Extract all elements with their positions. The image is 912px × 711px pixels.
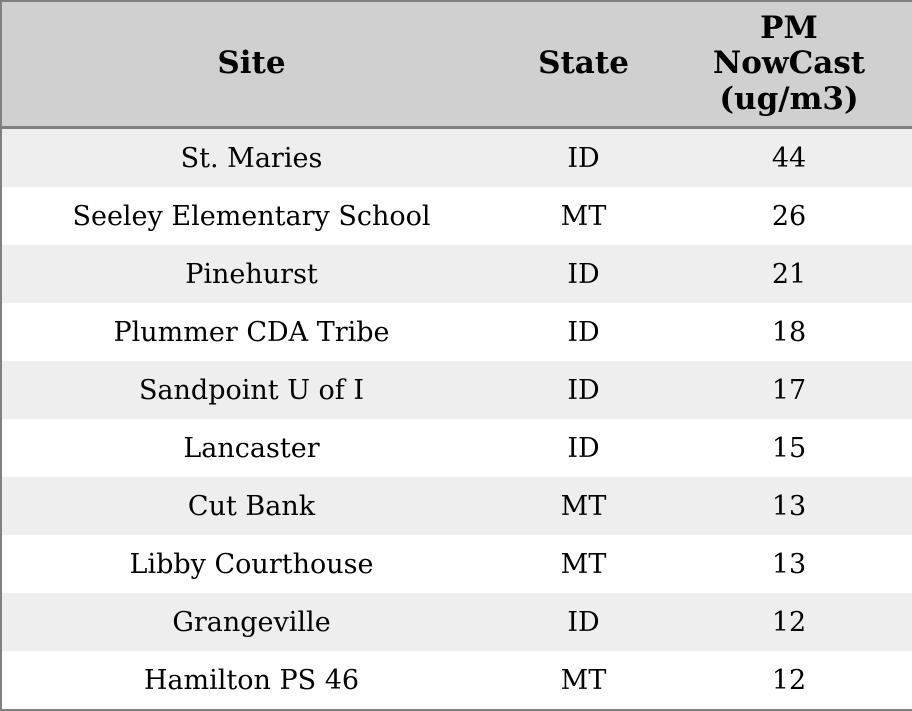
cell-site: Sandpoint U of I — [1, 361, 501, 419]
table-header: Site State PM NowCast (ug/m3) — [1, 1, 912, 129]
cell-site: Pinehurst — [1, 245, 501, 303]
cell-state: ID — [501, 419, 666, 477]
cell-pm: 15 — [666, 419, 912, 477]
cell-site: Seeley Elementary School — [1, 187, 501, 245]
table-header-row: Site State PM NowCast (ug/m3) — [1, 1, 912, 129]
table-row: St. Maries ID 44 — [1, 127, 912, 187]
table-row: Plummer CDA Tribe ID 18 — [1, 303, 912, 361]
cell-state: MT — [501, 651, 666, 710]
cell-pm: 44 — [666, 127, 912, 187]
cell-site: Cut Bank — [1, 477, 501, 535]
table-row: Grangeville ID 12 — [1, 593, 912, 651]
cell-state: ID — [501, 361, 666, 419]
cell-site: Grangeville — [1, 593, 501, 651]
cell-site: Libby Courthouse — [1, 535, 501, 593]
cell-pm: 21 — [666, 245, 912, 303]
table-body: St. Maries ID 44 Seeley Elementary School MT… — [1, 127, 912, 710]
cell-pm: 12 — [666, 593, 912, 651]
cell-pm: 18 — [666, 303, 912, 361]
cell-pm: 26 — [666, 187, 912, 245]
table-row: Cut Bank MT 13 — [1, 477, 912, 535]
table-row: Sandpoint U of I ID 17 — [1, 361, 912, 419]
cell-pm: 13 — [666, 535, 912, 593]
cell-site: Lancaster — [1, 419, 501, 477]
cell-state: ID — [501, 245, 666, 303]
cell-state: ID — [501, 303, 666, 361]
cell-site: St. Maries — [1, 127, 501, 187]
cell-state: MT — [501, 477, 666, 535]
table-row: Libby Courthouse MT 13 — [1, 535, 912, 593]
table-row: Seeley Elementary School MT 26 — [1, 187, 912, 245]
col-header-site: Site — [1, 1, 501, 129]
cell-state: ID — [501, 127, 666, 187]
cell-pm: 12 — [666, 651, 912, 710]
col-header-state: State — [501, 1, 666, 129]
cell-site: Plummer CDA Tribe — [1, 303, 501, 361]
table-row: Lancaster ID 15 — [1, 419, 912, 477]
cell-pm: 17 — [666, 361, 912, 419]
col-header-pm-nowcast: PM NowCast (ug/m3) — [666, 1, 912, 129]
cell-state: ID — [501, 593, 666, 651]
cell-state: MT — [501, 535, 666, 593]
table-row: Pinehurst ID 21 — [1, 245, 912, 303]
table-row: Hamilton PS 46 MT 12 — [1, 651, 912, 710]
cell-site: Hamilton PS 46 — [1, 651, 501, 710]
cell-state: MT — [501, 187, 666, 245]
cell-pm: 13 — [666, 477, 912, 535]
